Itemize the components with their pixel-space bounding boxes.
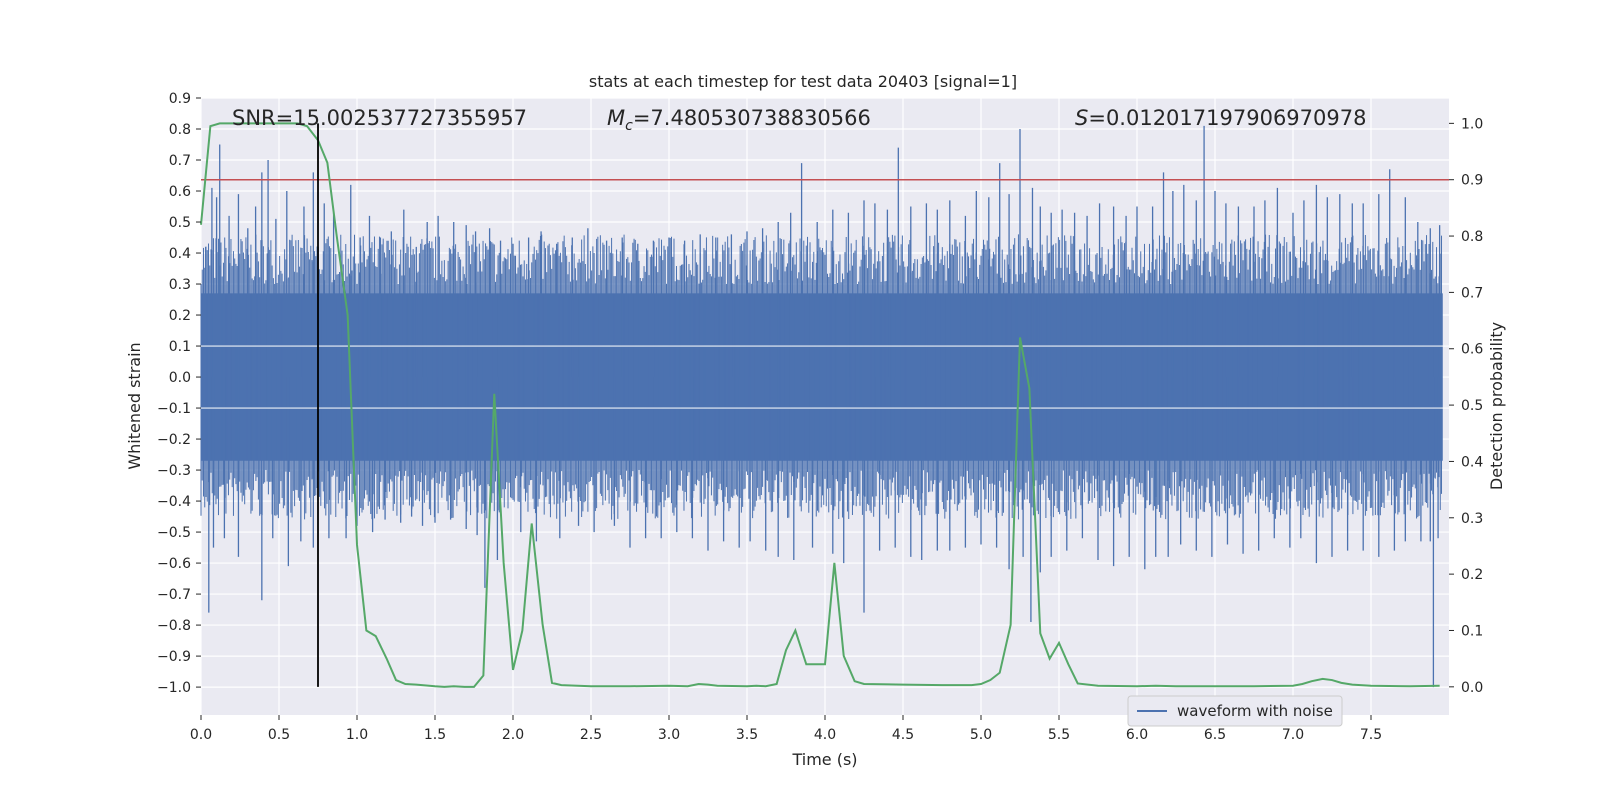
left-tick-label: 0.3 bbox=[169, 277, 191, 293]
left-tick-label: −0.6 bbox=[157, 556, 191, 572]
x-tick-label: 0.5 bbox=[268, 727, 290, 743]
x-tick-label: 3.0 bbox=[658, 727, 680, 743]
left-tick-label: −0.9 bbox=[157, 649, 191, 665]
left-tick-label: −0.4 bbox=[157, 494, 191, 510]
legend: waveform with noise bbox=[1127, 695, 1343, 727]
x-tick-label: 0.0 bbox=[190, 727, 212, 743]
x-tick-label: 6.0 bbox=[1126, 727, 1148, 743]
x-axis-ticks: 0.0 0.5 1.0 1.5 2.0 2.5 3.0 3.5 4.0 4.5 5.0 5.5 6.0 6… bbox=[190, 715, 1382, 743]
x-axis-label: Time (s) bbox=[791, 750, 857, 769]
x-tick-label: 4.5 bbox=[892, 727, 914, 743]
left-tick-label: −0.8 bbox=[157, 618, 191, 634]
left-tick-label: −1.0 bbox=[157, 680, 191, 696]
probability-line bbox=[200, 122, 1440, 688]
left-tick-label: 0.1 bbox=[169, 339, 191, 355]
right-tick-label: 0.6 bbox=[1461, 342, 1483, 358]
x-tick-label: 4.0 bbox=[814, 727, 836, 743]
left-tick-label: 0.2 bbox=[169, 308, 191, 324]
right-tick-label: 0.3 bbox=[1461, 511, 1483, 527]
x-tick-label: 5.0 bbox=[970, 727, 992, 743]
x-tick-label: 7.5 bbox=[1360, 727, 1382, 743]
left-tick-label: −0.1 bbox=[157, 401, 191, 417]
x-tick-label: 1.0 bbox=[346, 727, 368, 743]
right-tick-label: 0.5 bbox=[1461, 398, 1483, 414]
left-tick-label: 0.4 bbox=[169, 246, 191, 262]
right-tick-label: 0.8 bbox=[1461, 229, 1483, 245]
x-tick-label: 6.5 bbox=[1204, 727, 1226, 743]
left-axis-label: Whitened strain bbox=[125, 342, 144, 469]
x-tick-label: 3.5 bbox=[736, 727, 758, 743]
x-tick-label: 2.0 bbox=[502, 727, 524, 743]
right-tick-label: 0.1 bbox=[1461, 623, 1483, 639]
right-tick-label: 1.0 bbox=[1461, 116, 1483, 132]
left-tick-label: 0.5 bbox=[169, 215, 191, 231]
left-tick-label: 0.8 bbox=[169, 122, 191, 138]
right-tick-label: 0.7 bbox=[1461, 285, 1483, 301]
left-tick-label: 0.7 bbox=[169, 153, 191, 169]
x-tick-label: 2.5 bbox=[580, 727, 602, 743]
right-axis-label: Detection probability bbox=[1487, 322, 1506, 490]
waveform-series bbox=[200, 125, 1449, 688]
left-axis-ticks: 0.9 0.8 0.7 0.6 0.5 0.4 0.3 0.2 0.1 0.0 −0.1 −0.2 −0… bbox=[157, 91, 201, 696]
chirp-mass-annotation: Mc=7.480530738830566 bbox=[607, 106, 871, 134]
x-tick-label: 1.5 bbox=[424, 727, 446, 743]
right-tick-label: 0.2 bbox=[1461, 567, 1483, 583]
left-tick-label: −0.2 bbox=[157, 432, 191, 448]
legend-label: waveform with noise bbox=[1177, 702, 1333, 720]
left-tick-label: 0.9 bbox=[169, 91, 191, 107]
right-axis-ticks: 1.0 0.9 0.8 0.7 0.6 0.5 0.4 0.3 0.2 0.1 0.0 bbox=[1449, 116, 1483, 696]
snr-annotation: SNR=15.002537727355957 bbox=[232, 106, 527, 130]
left-tick-label: 0.6 bbox=[169, 184, 191, 200]
s-annotation: S=0.012017197906970978 bbox=[1075, 106, 1366, 130]
left-tick-label: −0.3 bbox=[157, 463, 191, 479]
left-tick-label: −0.5 bbox=[157, 525, 191, 541]
left-tick-label: −0.7 bbox=[157, 587, 191, 603]
right-tick-label: 0.4 bbox=[1461, 454, 1483, 470]
right-tick-label: 0.9 bbox=[1461, 173, 1483, 189]
x-tick-label: 7.0 bbox=[1282, 727, 1304, 743]
left-tick-label: 0.0 bbox=[169, 370, 191, 386]
chart-title: stats at each timestep for test data 204… bbox=[589, 72, 1017, 91]
x-tick-label: 5.5 bbox=[1048, 727, 1070, 743]
right-tick-label: 0.0 bbox=[1461, 680, 1483, 696]
